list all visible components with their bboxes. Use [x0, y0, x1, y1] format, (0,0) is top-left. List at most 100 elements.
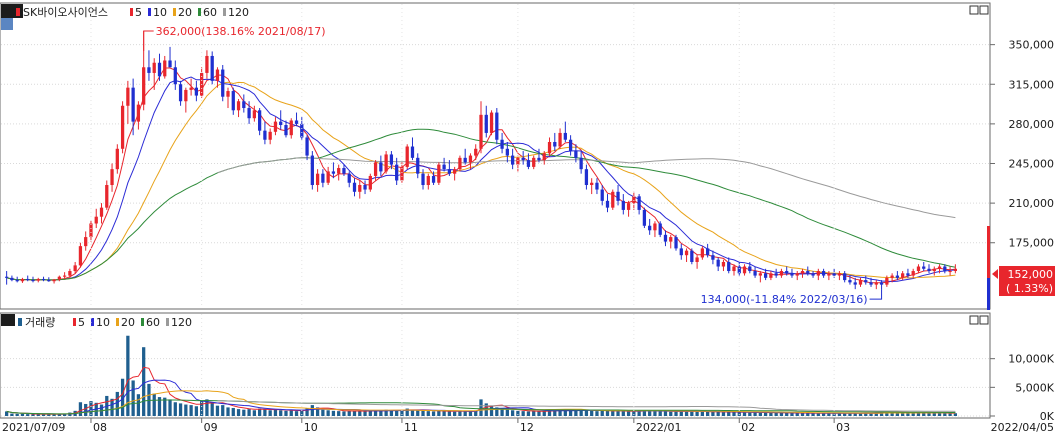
- legend-swatch: [73, 318, 76, 326]
- volume-bar: [210, 402, 214, 416]
- x-end-label: 2022/04/05: [991, 421, 1054, 434]
- volume-bar: [41, 414, 46, 416]
- volume-bar: [700, 411, 705, 416]
- volume-bar: [584, 409, 589, 416]
- price-tick-label: 350,000: [1009, 39, 1055, 52]
- volume-bar: [173, 402, 177, 416]
- volume-bar: [168, 399, 172, 416]
- volume-bar: [526, 411, 531, 416]
- candle-body: [579, 157, 583, 170]
- x-axis: 08 09 10 11 12 2022/01 02 03: [90, 4, 850, 434]
- volume-bar: [510, 410, 515, 416]
- volume-bar: [605, 410, 610, 416]
- candle-body: [911, 271, 915, 276]
- candle-body: [605, 200, 610, 208]
- volume-bar: [110, 398, 114, 416]
- candle-body: [542, 153, 546, 161]
- restore-button[interactable]: [969, 5, 979, 15]
- candle-body: [711, 255, 715, 260]
- volume-bar: [626, 411, 631, 416]
- candle-body: [927, 268, 931, 272]
- volume-ma-legend: 5 10 20 60 120: [73, 316, 192, 329]
- candle-body: [368, 175, 372, 190]
- candle-body: [226, 91, 230, 97]
- candle-body: [874, 282, 878, 285]
- volume-bar: [911, 413, 915, 416]
- price-panel-lock-icon[interactable]: [1, 18, 13, 30]
- volume-y-axis: 10,000K 5,000K 0K: [990, 353, 1055, 423]
- candle-body: [342, 168, 346, 174]
- volume-bar: [242, 409, 246, 416]
- candle-body: [252, 110, 256, 119]
- volume-bar: [221, 405, 225, 416]
- candle-body: [157, 62, 162, 77]
- candle-body: [879, 282, 884, 285]
- candle-body: [273, 121, 278, 132]
- candle-body: [468, 155, 473, 163]
- candle-body: [858, 280, 863, 285]
- candle-body: [848, 280, 852, 283]
- volume-bar: [10, 413, 14, 416]
- volume-bar: [748, 412, 752, 416]
- volume-bar: [205, 399, 209, 416]
- volume-bar: [194, 406, 199, 416]
- high-note: 362,000(138.16% 2021/08/17): [156, 25, 326, 38]
- volume-bar: [721, 412, 726, 416]
- volume-panel-menu-icon[interactable]: [1, 314, 15, 326]
- close-button[interactable]: [979, 315, 989, 325]
- legend-swatch: [166, 318, 169, 326]
- volume-bar: [616, 411, 620, 416]
- volume-bar: [943, 413, 947, 416]
- candle-body: [289, 120, 293, 136]
- volume-bar: [674, 411, 678, 416]
- volume-bar: [289, 410, 293, 416]
- volume-bar: [795, 413, 799, 416]
- current-price: 152,000: [1008, 268, 1054, 281]
- month-tick-label: 10: [304, 421, 318, 434]
- legend-swatch: [223, 8, 226, 16]
- candle-body: [953, 268, 957, 272]
- legend-swatch: [198, 8, 201, 16]
- legend-label: 120: [228, 6, 249, 19]
- price-badge-box: [999, 266, 1055, 296]
- candle-body: [358, 185, 362, 192]
- candle-body: [221, 69, 225, 97]
- volume-ma60-line: [6, 399, 956, 415]
- volume-bar: [84, 403, 88, 416]
- volume-legend: 거래량 5 10 20 60 120: [18, 316, 192, 329]
- volume-bar: [906, 413, 910, 416]
- volume-bar: [136, 394, 141, 416]
- candle-body: [832, 273, 836, 276]
- candle-body: [827, 273, 831, 276]
- price-tick-label: 245,000: [1009, 158, 1055, 171]
- candle-body: [648, 225, 652, 231]
- month-tick-label: 09: [204, 421, 218, 434]
- volume-bar: [395, 410, 399, 416]
- close-button[interactable]: [979, 5, 989, 15]
- restore-button[interactable]: [969, 315, 979, 325]
- volume-bar: [669, 411, 673, 416]
- candle-body: [800, 271, 805, 274]
- volume-bar: [495, 407, 499, 416]
- volume-bar: [874, 413, 878, 416]
- volume-bar: [458, 411, 462, 416]
- candle-body: [94, 216, 98, 224]
- candle-body: [268, 131, 272, 140]
- volume-bar: [953, 413, 957, 416]
- candle-body: [516, 157, 520, 165]
- low-arrow: [869, 289, 883, 300]
- candle-body: [347, 173, 351, 183]
- candle-body: [36, 278, 40, 281]
- candle-body: [458, 157, 462, 170]
- volume-bar: [384, 409, 388, 416]
- candle-body: [790, 273, 794, 276]
- volume-bar: [321, 409, 325, 416]
- candle-body: [78, 246, 83, 266]
- volume-tick-label: 10,000K: [1008, 353, 1054, 366]
- volume-panel-window-buttons[interactable]: [969, 315, 989, 325]
- price-panel-window-buttons[interactable]: [969, 5, 989, 15]
- candle-body: [136, 104, 141, 122]
- volume-bar: [442, 411, 446, 416]
- candle-body: [178, 84, 183, 102]
- candle-body: [563, 132, 567, 140]
